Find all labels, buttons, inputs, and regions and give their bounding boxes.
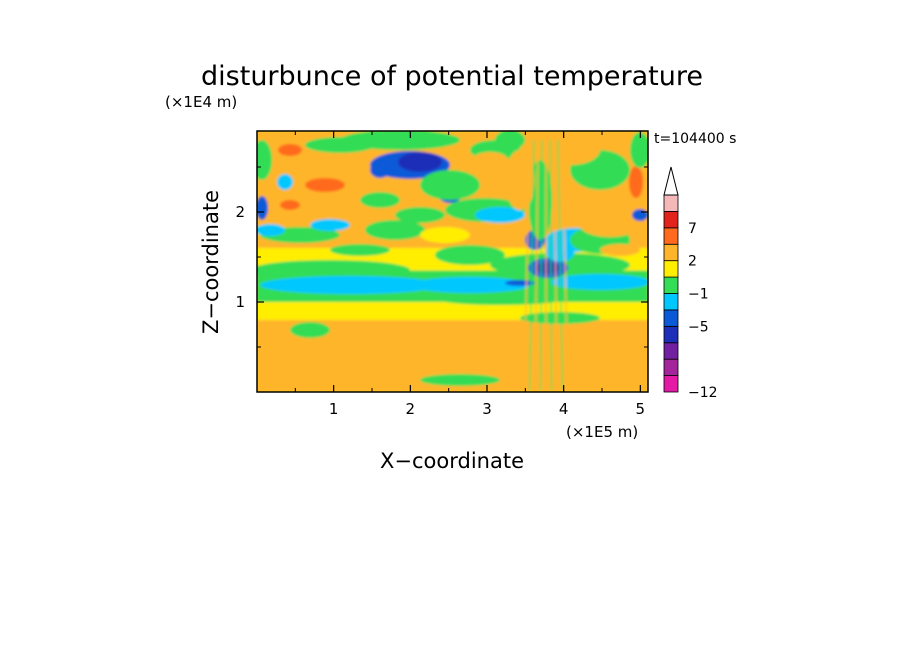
time-label: t=104400 s <box>654 131 736 147</box>
plot-frame <box>256 130 649 393</box>
colorbar-swatch <box>663 243 679 262</box>
contour-blob <box>536 262 560 274</box>
contour-blob <box>260 276 440 294</box>
y-tick-label: 2 <box>235 203 245 221</box>
striation <box>523 139 531 391</box>
contour-blob <box>390 322 450 338</box>
contour-blob <box>600 244 640 256</box>
x-tick-label: 4 <box>559 400 569 418</box>
x-unit-label: (×1E5 m) <box>566 423 638 441</box>
colorbar-label: −1 <box>688 287 709 303</box>
contour-blob <box>472 152 508 168</box>
colorbar-swatch <box>663 293 679 311</box>
contour-blob <box>505 280 535 286</box>
colorbar-label: −5 <box>688 319 709 335</box>
colorbar-label: −12 <box>688 385 718 401</box>
striation <box>539 139 543 391</box>
contour-blob <box>520 312 600 324</box>
contour-blob <box>440 345 500 365</box>
contour-blob <box>370 162 390 178</box>
colorbar: 7 2 −1 −5 −12 <box>663 166 718 401</box>
contour-blob <box>410 277 530 293</box>
contour-blob <box>629 166 643 198</box>
colorbar-swatch <box>663 342 679 360</box>
colorbar-swatch <box>663 260 679 278</box>
x-tick-label: 1 <box>329 400 339 418</box>
colorbar-swatch <box>663 309 679 327</box>
contour-blob <box>305 137 375 153</box>
contour-blob <box>398 152 442 172</box>
x-axis-label: X−coordinate <box>380 449 524 473</box>
contour-blob <box>505 150 535 210</box>
contour-blob <box>257 260 410 280</box>
contour-blob <box>440 295 560 305</box>
contour-blob <box>257 140 272 180</box>
contour-blob <box>420 227 470 243</box>
contour-blob <box>515 353 565 377</box>
contour-blob <box>582 192 618 208</box>
contour-blob <box>630 132 648 168</box>
striation <box>549 139 553 391</box>
contour-blob <box>270 346 330 374</box>
colorbar-swatch <box>663 325 679 344</box>
colorbar-swatch <box>663 276 679 294</box>
contour-blob <box>360 192 400 208</box>
contour-blob <box>435 245 505 265</box>
colorbar-label: 2 <box>688 254 697 270</box>
colorbar-swatch <box>663 375 679 393</box>
contour-blob <box>632 209 648 221</box>
striation <box>534 139 539 391</box>
contour-blob <box>257 196 268 220</box>
x-tick-label: 3 <box>482 400 492 418</box>
contour-blob <box>560 325 640 365</box>
contour-blob <box>420 170 480 200</box>
chart-title: disturbunce of potential temperature <box>201 61 703 92</box>
contour-blob <box>280 200 300 210</box>
contour-field <box>257 131 648 392</box>
contour-blob <box>305 178 345 192</box>
contour-blob <box>315 333 405 357</box>
contour-blob <box>365 220 425 240</box>
contour-blob <box>330 244 390 256</box>
striation <box>557 139 564 391</box>
y-unit-label: (×1E4 m) <box>165 93 237 111</box>
contour-blob <box>290 322 330 338</box>
contour-blob <box>420 374 500 386</box>
colorbar-swatch <box>663 358 679 376</box>
colorbar-label: 7 <box>688 221 697 237</box>
contour-blob <box>540 135 600 165</box>
colorbar-extend-arrow <box>663 166 679 196</box>
contour-blob <box>580 213 640 237</box>
contour-blob <box>277 174 293 190</box>
contour-blob <box>257 224 285 236</box>
contour-blob <box>550 274 648 290</box>
y-axis-label: Z−coordinate <box>199 190 223 334</box>
contour-blob <box>475 207 525 223</box>
striation <box>553 139 558 391</box>
contour-blob <box>310 219 350 231</box>
colorbar-swatch <box>663 227 679 245</box>
x-tick-label: 5 <box>636 400 646 418</box>
colorbar-swatch <box>663 194 679 212</box>
colorbar-swatch <box>663 211 679 229</box>
contour-blob <box>395 207 445 223</box>
axis-ticks: 1 2 3 4 5 1 2 <box>235 131 648 418</box>
striation <box>528 139 535 391</box>
x-tick-label: 2 <box>406 400 416 418</box>
y-tick-label: 1 <box>235 293 245 311</box>
contour-blob <box>495 131 525 150</box>
striation <box>561 139 569 391</box>
contour-blob <box>278 144 302 156</box>
